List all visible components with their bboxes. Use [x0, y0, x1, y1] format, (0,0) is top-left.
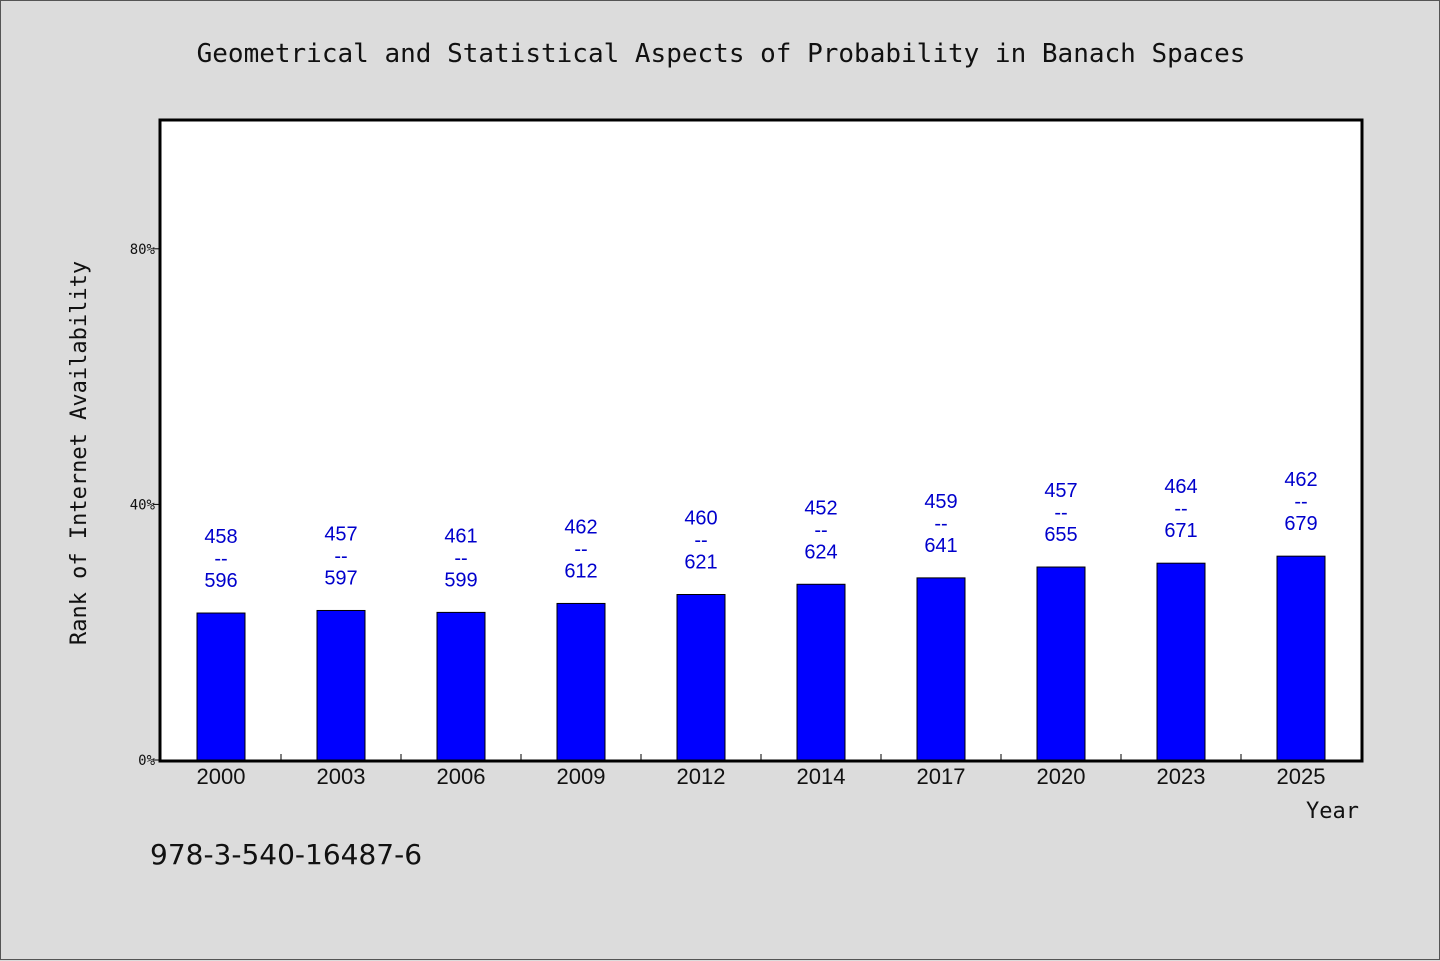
bar-2003: [316, 609, 366, 761]
data-label-2020-line-2: 655: [1044, 524, 1077, 546]
data-label-2025-line-2: 679: [1284, 513, 1317, 535]
x-axis: 2000 2003 2006 2009 2012 2014 2017 2020 2023 2025: [197, 754, 1326, 789]
y-axis: 0% 40% 80%: [130, 242, 161, 769]
data-label-2003-line-0: 457: [324, 523, 357, 545]
data-label-2025-line-0: 462: [1284, 469, 1317, 491]
data-label-2014-line-2: 624: [804, 541, 837, 563]
data-label-2017-line-1: --: [934, 513, 947, 535]
data-label-2012-line-1: --: [694, 529, 707, 551]
data-label-2014-line-1: --: [814, 519, 827, 541]
data-label-2000-line-2: 596: [204, 570, 237, 592]
bars: [196, 555, 1326, 761]
x-tick-label-2012: 2012: [677, 764, 726, 789]
data-label-2017-line-2: 641: [924, 535, 957, 557]
bar-2009: [556, 602, 606, 761]
x-tick-label-2017: 2017: [917, 764, 966, 789]
data-label-2023-line-1: --: [1174, 498, 1187, 520]
data-label-2012-line-2: 621: [684, 551, 717, 573]
x-tick-label-2023: 2023: [1157, 764, 1206, 789]
y-axis-label: Rank of Internet Availability: [67, 261, 92, 645]
data-label-2006-line-2: 599: [444, 569, 477, 591]
data-label-2000-line-0: 458: [204, 526, 237, 548]
data-label-2017-line-0: 459: [924, 491, 957, 513]
x-tick-label-2000: 2000: [197, 764, 246, 789]
data-label-2009-line-1: --: [574, 538, 587, 560]
bar-2000: [196, 612, 246, 761]
bar-2014: [796, 583, 846, 761]
x-axis-label: Year: [1306, 799, 1359, 824]
x-tick-label-2025: 2025: [1277, 764, 1326, 789]
data-labels: 458--596457--597461--599462--612460--621…: [204, 469, 1317, 592]
data-label-2003-line-1: --: [334, 545, 347, 567]
chart-title: Geometrical and Statistical Aspects of P…: [197, 39, 1246, 69]
y-tick-label-2: 80%: [130, 242, 156, 258]
data-label-2023-line-2: 671: [1164, 520, 1197, 542]
data-label-2006-line-0: 461: [444, 525, 477, 547]
x-tick-label-2003: 2003: [317, 764, 366, 789]
data-label-2012-line-0: 460: [684, 507, 717, 529]
data-label-2000-line-1: --: [214, 548, 227, 570]
data-label-2003-line-2: 597: [324, 567, 357, 589]
y-tick-label-1: 40%: [130, 497, 156, 513]
x-tick-label-2009: 2009: [557, 764, 606, 789]
x-tick-label-2020: 2020: [1037, 764, 1086, 789]
isbn-label: 978-3-540-16487-6: [150, 838, 422, 871]
data-label-2014-line-0: 452: [804, 497, 837, 519]
y-tick-label-0: 0%: [138, 753, 155, 769]
bar-2012: [676, 593, 726, 761]
data-label-2023-line-0: 464: [1164, 476, 1197, 498]
bar-2023: [1156, 562, 1206, 761]
data-label-2020-line-1: --: [1054, 502, 1067, 524]
bar-2020: [1036, 566, 1086, 761]
data-label-2006-line-1: --: [454, 547, 467, 569]
data-label-2020-line-0: 457: [1044, 480, 1077, 502]
x-tick-label-2014: 2014: [797, 764, 846, 789]
data-label-2025-line-1: --: [1294, 491, 1307, 513]
bar-2025: [1276, 555, 1326, 761]
data-label-2009-line-2: 612: [564, 560, 597, 582]
data-label-2009-line-0: 462: [564, 516, 597, 538]
x-tick-label-2006: 2006: [437, 764, 486, 789]
bar-2017: [916, 577, 966, 761]
bar-2006: [436, 611, 486, 761]
